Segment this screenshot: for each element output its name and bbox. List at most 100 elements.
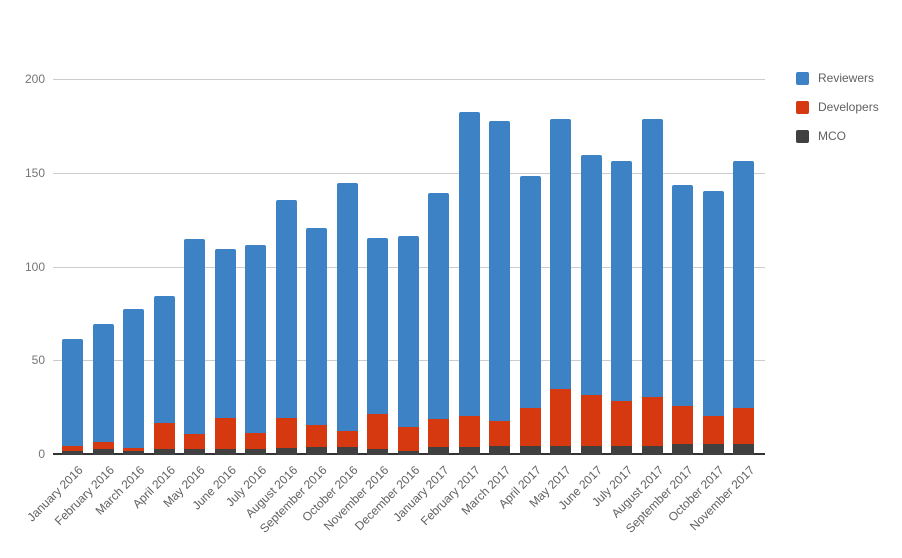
bar-may-2016[interactable] — [184, 239, 205, 455]
bar-segment-mco[interactable] — [611, 445, 632, 455]
bar-segment-developers[interactable] — [398, 426, 419, 452]
bar-may-2017[interactable] — [550, 119, 571, 455]
bar-segment-reviewers[interactable] — [642, 119, 663, 397]
bar-segment-reviewers[interactable] — [611, 160, 632, 401]
bar-august-2017[interactable] — [642, 119, 663, 455]
bar-june-2017[interactable] — [581, 155, 602, 455]
bar-february-2017[interactable] — [459, 111, 480, 455]
bar-segment-mco[interactable] — [703, 443, 724, 455]
bar-segment-mco[interactable] — [184, 449, 205, 455]
bar-segment-developers[interactable] — [337, 430, 358, 448]
bar-segment-mco[interactable] — [520, 445, 541, 455]
bar-segment-reviewers[interactable] — [581, 155, 602, 395]
bar-october-2017[interactable] — [703, 190, 724, 455]
bar-segment-developers[interactable] — [306, 424, 327, 448]
bar-november-2016[interactable] — [367, 237, 388, 456]
bar-segment-developers[interactable] — [154, 423, 175, 450]
bar-segment-developers[interactable] — [733, 408, 754, 444]
bar-segment-developers[interactable] — [489, 421, 510, 446]
gridline-200 — [53, 79, 765, 80]
bar-july-2016[interactable] — [245, 245, 266, 455]
bar-segment-developers[interactable] — [703, 415, 724, 444]
bar-segment-mco[interactable] — [276, 447, 297, 455]
bar-september-2016[interactable] — [306, 228, 327, 455]
bar-december-2016[interactable] — [398, 235, 419, 455]
bar-segment-mco[interactable] — [93, 449, 114, 455]
bar-january-2017[interactable] — [428, 192, 449, 456]
bar-segment-reviewers[interactable] — [245, 245, 266, 433]
bar-segment-mco[interactable] — [215, 449, 236, 456]
bar-march-2017[interactable] — [489, 121, 510, 456]
y-axis-tick-label: 100 — [24, 260, 45, 274]
bar-segment-developers[interactable] — [367, 413, 388, 450]
bar-segment-mco[interactable] — [642, 445, 663, 455]
bar-segment-reviewers[interactable] — [459, 111, 480, 416]
bar-segment-developers[interactable] — [276, 417, 297, 448]
bar-segment-reviewers[interactable] — [520, 175, 541, 409]
legend-item-reviewers: Reviewers — [796, 71, 879, 85]
bar-segment-developers[interactable] — [93, 441, 114, 450]
bar-segment-reviewers[interactable] — [550, 119, 571, 390]
bar-segment-mco[interactable] — [123, 451, 144, 456]
bar-segment-mco[interactable] — [337, 447, 358, 455]
bar-segment-developers[interactable] — [428, 419, 449, 448]
bar-segment-developers[interactable] — [550, 389, 571, 446]
y-axis-tick-label: 0 — [38, 447, 45, 461]
bar-segment-reviewers[interactable] — [154, 295, 175, 424]
legend-swatch-reviewers — [796, 71, 809, 85]
bar-segment-mco[interactable] — [459, 447, 480, 455]
bar-segment-reviewers[interactable] — [62, 338, 83, 446]
bar-segment-developers[interactable] — [215, 417, 236, 450]
bar-august-2016[interactable] — [276, 200, 297, 455]
bar-july-2017[interactable] — [611, 160, 632, 455]
bar-segment-mco[interactable] — [672, 443, 693, 455]
bar-segment-reviewers[interactable] — [398, 235, 419, 427]
y-axis-tick-label: 200 — [24, 72, 45, 86]
bar-segment-mco[interactable] — [581, 445, 602, 455]
bar-segment-reviewers[interactable] — [306, 228, 327, 425]
bar-september-2017[interactable] — [672, 185, 693, 455]
bar-segment-mco[interactable] — [245, 449, 266, 455]
bar-segment-reviewers[interactable] — [703, 190, 724, 416]
bar-segment-mco[interactable] — [367, 449, 388, 455]
bar-march-2016[interactable] — [123, 308, 144, 456]
bar-june-2016[interactable] — [215, 248, 236, 456]
bar-segment-reviewers[interactable] — [123, 308, 144, 448]
bar-segment-mco[interactable] — [428, 447, 449, 455]
bar-segment-mco[interactable] — [733, 443, 754, 455]
bar-segment-developers[interactable] — [245, 432, 266, 450]
bar-segment-reviewers[interactable] — [276, 200, 297, 418]
bar-segment-mco[interactable] — [550, 445, 571, 455]
bar-segment-developers[interactable] — [123, 447, 144, 452]
bar-segment-reviewers[interactable] — [672, 185, 693, 407]
bar-segment-developers[interactable] — [520, 408, 541, 446]
bar-segment-developers[interactable] — [184, 434, 205, 450]
bar-segment-developers[interactable] — [62, 445, 83, 452]
bar-segment-developers[interactable] — [642, 396, 663, 446]
bar-segment-mco[interactable] — [398, 451, 419, 455]
bar-april-2017[interactable] — [520, 175, 541, 455]
bar-segment-reviewers[interactable] — [93, 323, 114, 442]
legend-swatch-developers — [796, 100, 809, 114]
bar-april-2016[interactable] — [154, 295, 175, 455]
bar-segment-developers[interactable] — [581, 395, 602, 446]
bar-segment-developers[interactable] — [611, 400, 632, 446]
bar-january-2016[interactable] — [62, 338, 83, 456]
bar-february-2016[interactable] — [93, 323, 114, 455]
bar-segment-reviewers[interactable] — [184, 239, 205, 435]
bar-segment-reviewers[interactable] — [428, 192, 449, 420]
bar-october-2016[interactable] — [337, 183, 358, 455]
bar-segment-reviewers[interactable] — [215, 248, 236, 418]
bar-segment-mco[interactable] — [306, 447, 327, 455]
bar-segment-mco[interactable] — [62, 451, 83, 456]
bar-segment-reviewers[interactable] — [489, 121, 510, 422]
bar-segment-developers[interactable] — [672, 406, 693, 444]
bar-segment-reviewers[interactable] — [733, 160, 754, 409]
bar-segment-developers[interactable] — [459, 415, 480, 448]
bar-segment-reviewers[interactable] — [367, 237, 388, 414]
bar-segment-mco[interactable] — [154, 449, 175, 455]
bar-november-2017[interactable] — [733, 160, 754, 455]
bar-segment-mco[interactable] — [489, 445, 510, 456]
bar-segment-reviewers[interactable] — [337, 183, 358, 431]
